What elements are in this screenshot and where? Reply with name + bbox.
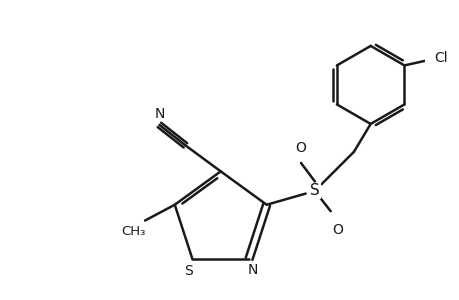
Text: S: S (184, 264, 193, 278)
Text: S: S (309, 183, 319, 198)
Text: O: O (331, 223, 342, 237)
Text: CH₃: CH₃ (122, 225, 146, 238)
Text: N: N (247, 263, 257, 277)
Text: O: O (295, 141, 306, 155)
Text: Cl: Cl (433, 51, 447, 65)
Text: N: N (154, 107, 164, 121)
